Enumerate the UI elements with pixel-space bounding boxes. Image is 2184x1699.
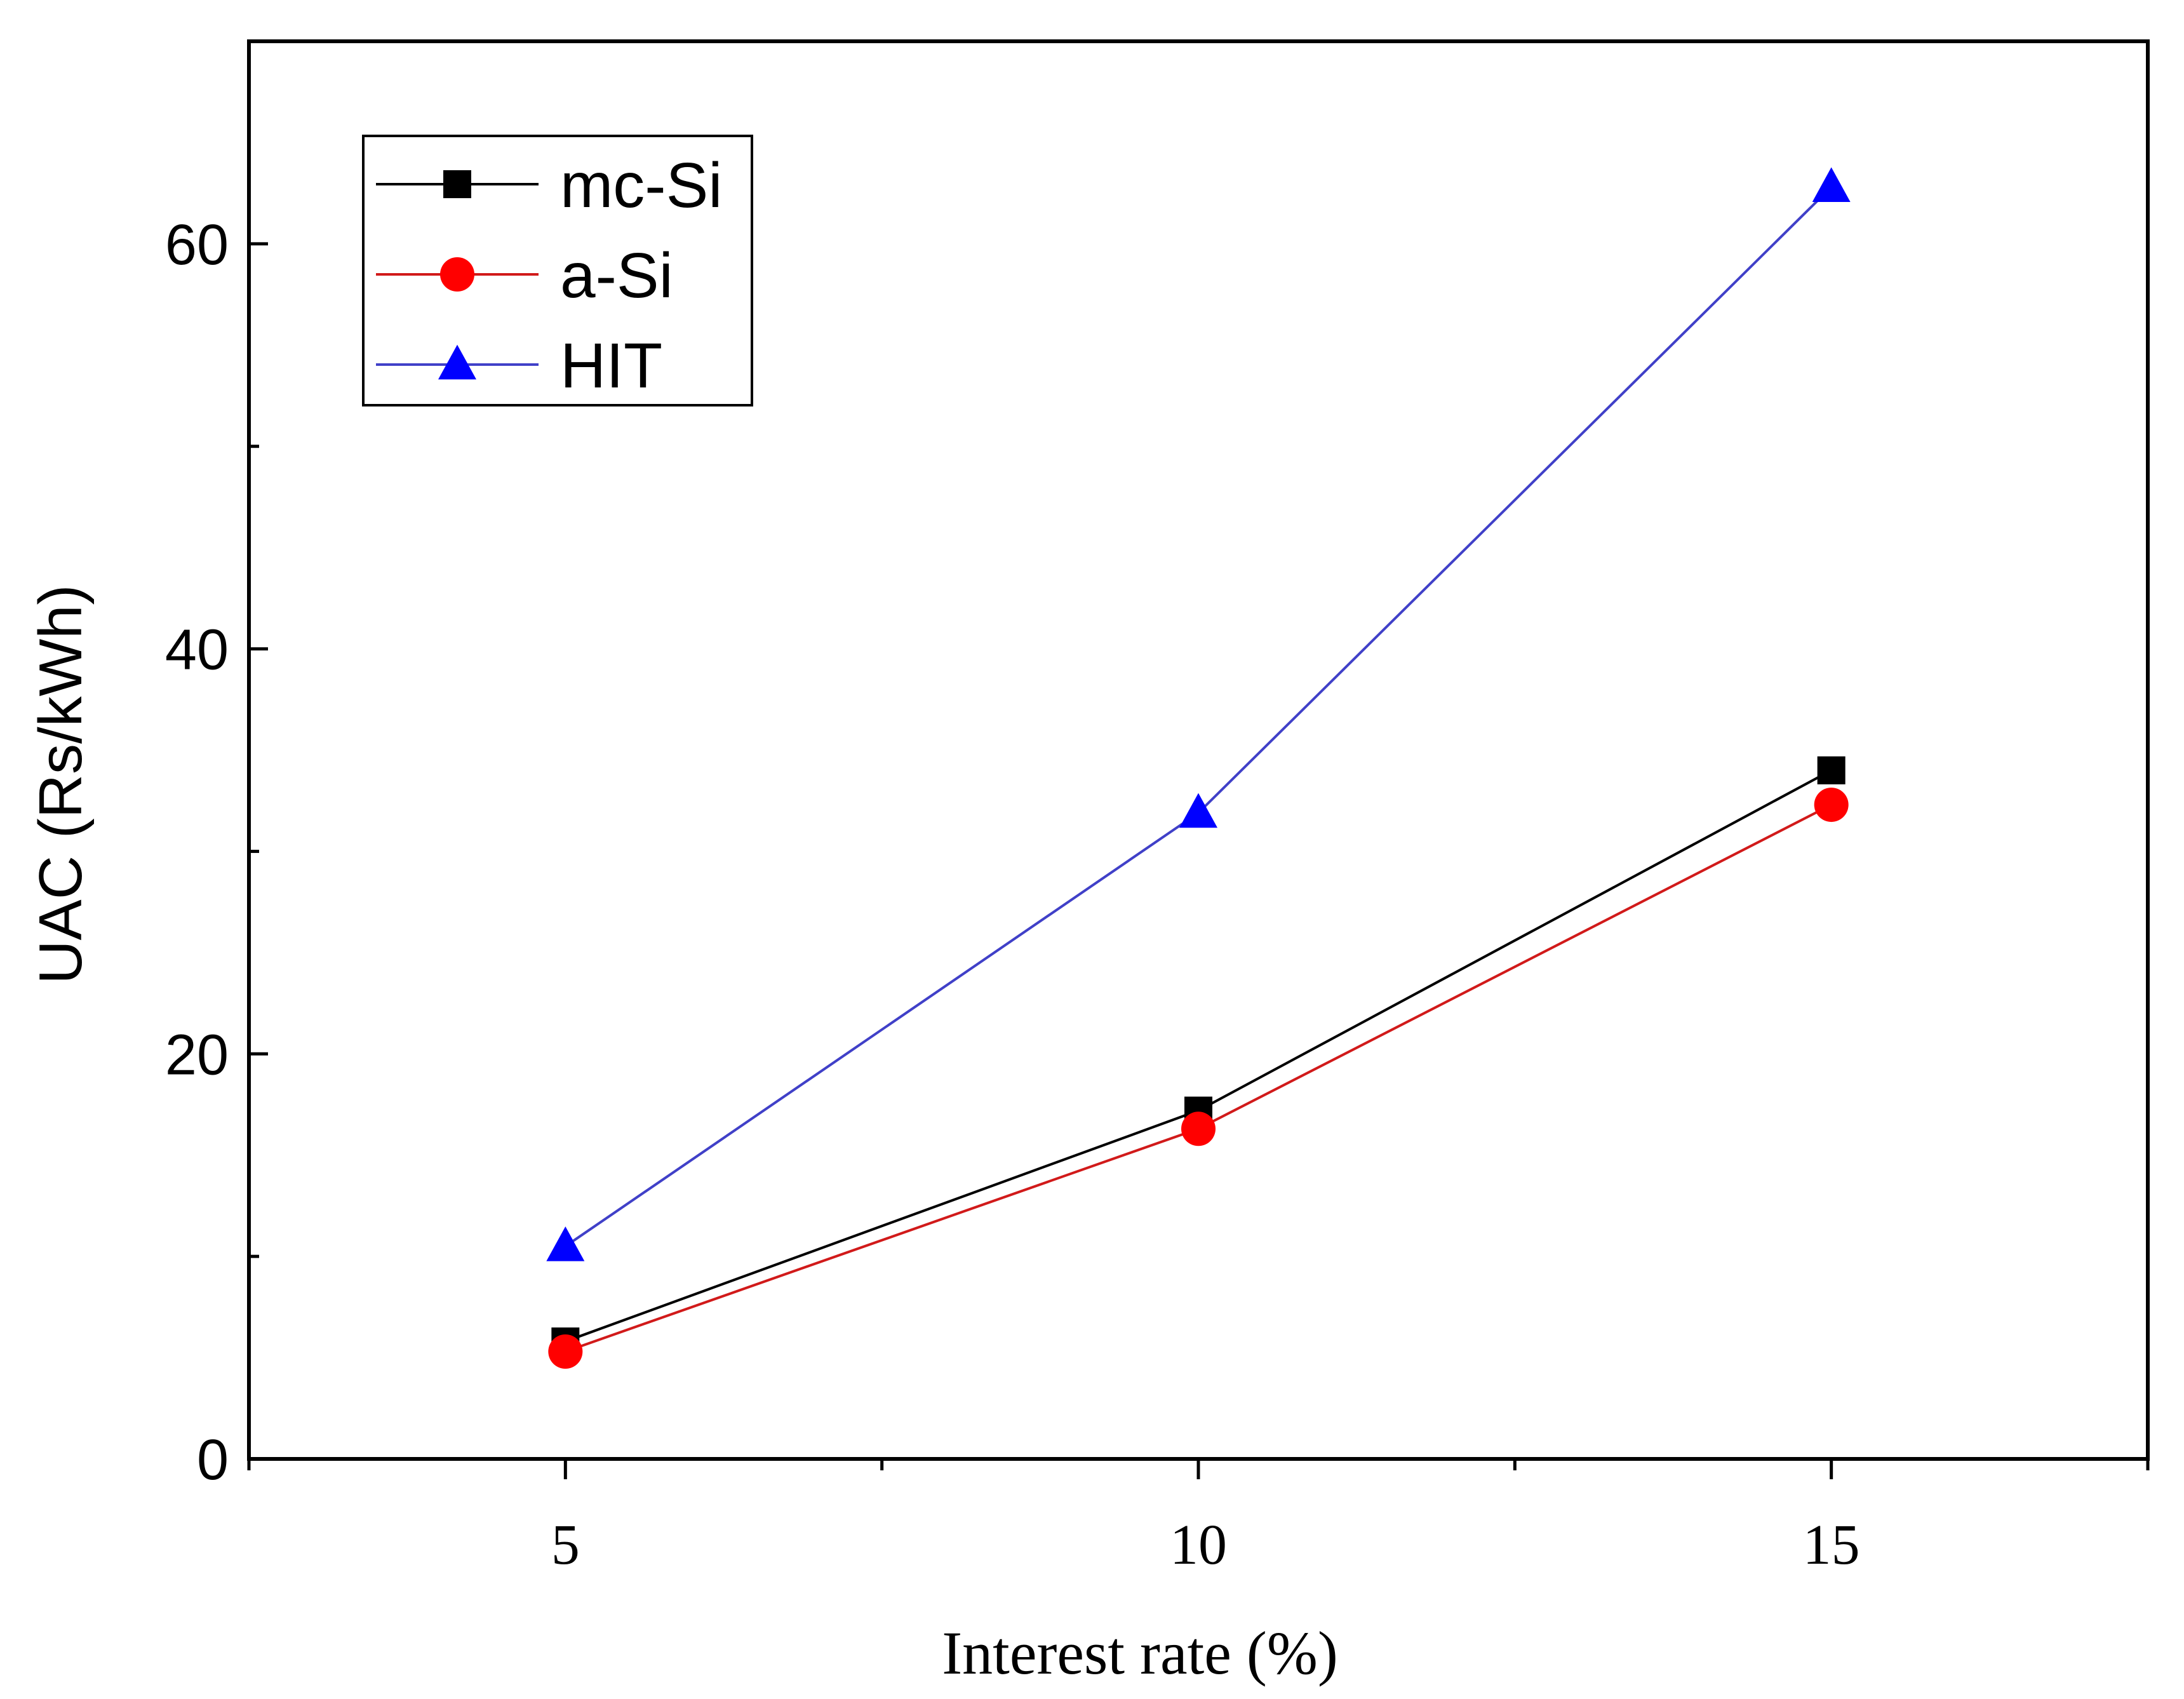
- y-axis-label: UAC (Rs/kWh): [27, 584, 95, 984]
- legend-marker: [443, 170, 471, 198]
- x-tick-label: 15: [1803, 1514, 1860, 1576]
- data-point: [1817, 756, 1846, 784]
- legend-items: mc-Si a-Si HIT: [376, 150, 723, 401]
- x-tick-label: 10: [1170, 1514, 1227, 1576]
- data-point: [1179, 793, 1217, 828]
- series-layer: [546, 167, 1851, 1369]
- legend-item: HIT: [376, 330, 662, 401]
- series-a-si: [548, 788, 1849, 1369]
- x-tick-label: 5: [551, 1514, 580, 1576]
- x-axis-label: Interest rate (%): [942, 1619, 1338, 1687]
- legend-item: mc-Si: [376, 150, 723, 221]
- y-tick-label: 60: [165, 213, 229, 277]
- series-hit: [546, 167, 1851, 1261]
- legend: mc-Si a-Si HIT: [362, 135, 753, 406]
- data-point: [1812, 167, 1851, 202]
- legend-marker: [438, 344, 476, 380]
- data-point: [1814, 788, 1849, 823]
- data-point: [546, 1226, 585, 1261]
- y-tick-label: 0: [197, 1428, 229, 1492]
- legend-label: HIT: [560, 330, 662, 401]
- data-point: [1181, 1111, 1216, 1146]
- data-point: [548, 1334, 583, 1369]
- ticks-layer: 0 20 40 60 5 10 15: [165, 213, 2150, 1576]
- legend-box: [362, 135, 753, 406]
- legend-label: a-Si: [560, 240, 673, 311]
- legend-label: mc-Si: [560, 150, 723, 221]
- series-mc-si: [551, 756, 1846, 1356]
- legend-marker: [440, 257, 474, 292]
- y-tick-label: 40: [165, 619, 229, 682]
- y-tick-label: 20: [165, 1023, 229, 1087]
- legend-item: a-Si: [376, 240, 673, 311]
